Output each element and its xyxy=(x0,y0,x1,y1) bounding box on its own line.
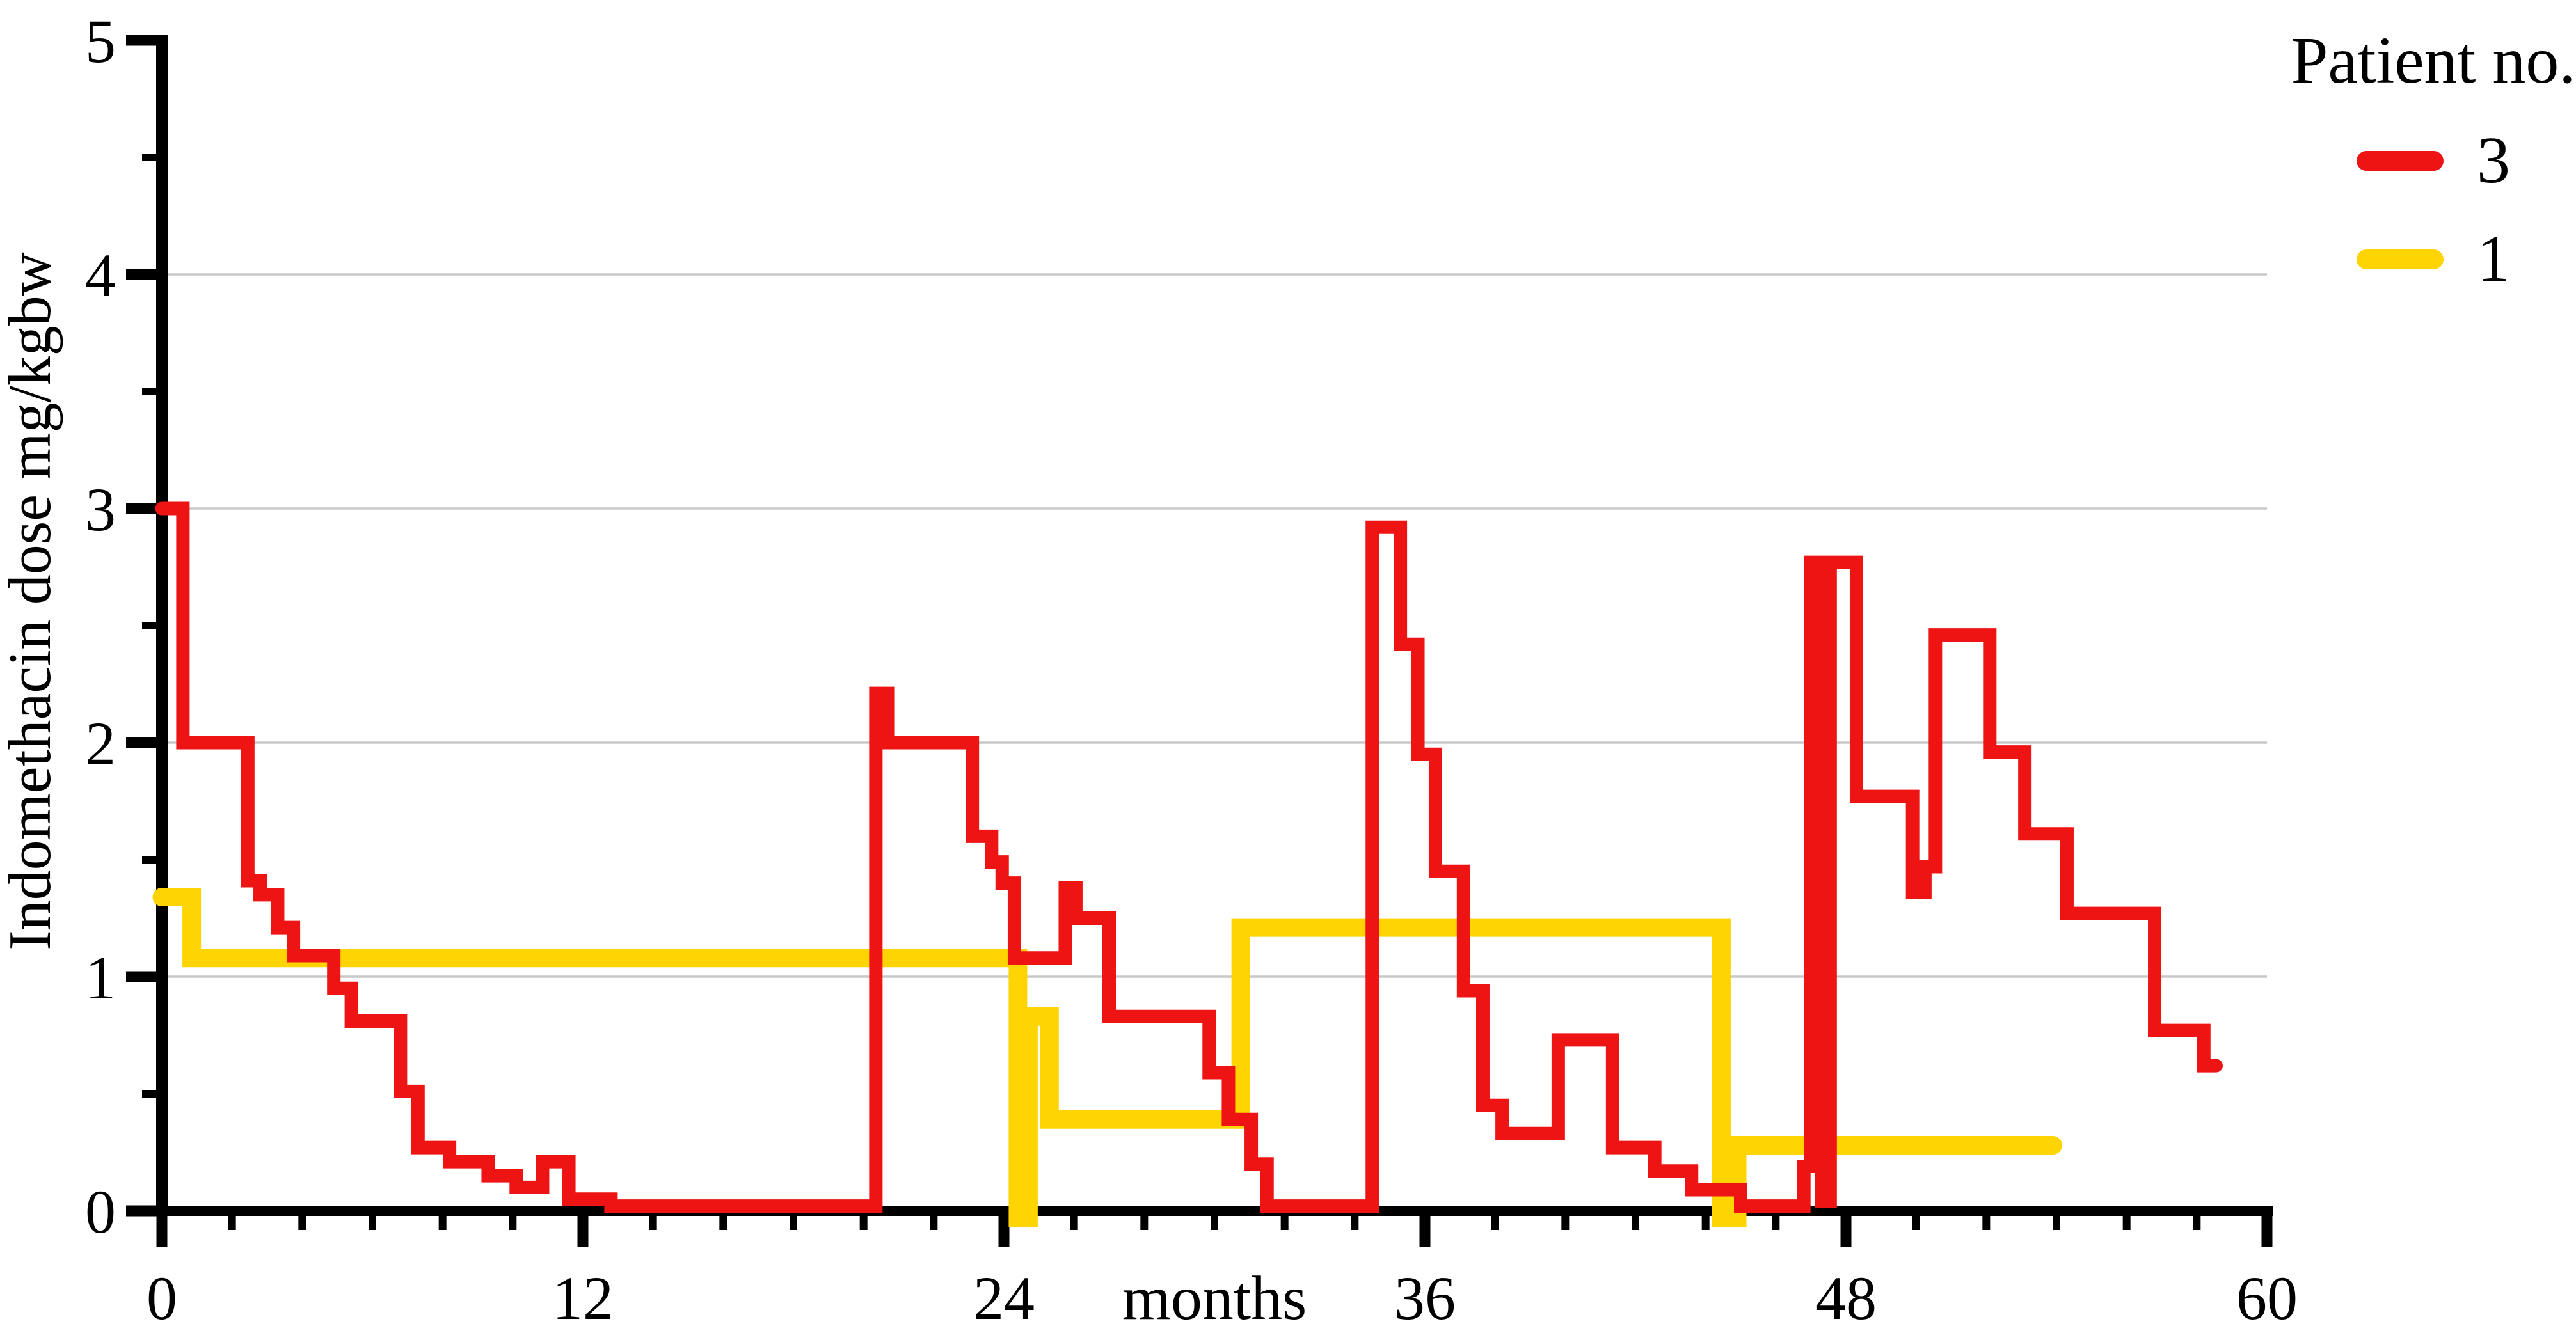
y-tick-label: 5 xyxy=(85,7,116,75)
legend-swatch-patient-1 xyxy=(2357,150,2444,171)
y-tick-label: 1 xyxy=(85,943,116,1012)
y-tick-label: 2 xyxy=(85,709,116,778)
x-tick-label: 12 xyxy=(552,1264,614,1332)
series-patient-3 xyxy=(152,888,2063,1227)
y-tick-label: 4 xyxy=(85,241,116,310)
legend-label-patient-3: 1 xyxy=(2477,222,2510,296)
legend-swatch-patient-3 xyxy=(2357,249,2444,269)
x-tick-label: 36 xyxy=(1394,1264,1456,1332)
y-tick-label: 3 xyxy=(85,475,116,544)
legend-item-patient-1: 3 xyxy=(2291,125,2576,196)
y-tick-label: 0 xyxy=(85,1178,116,1246)
x-tick-label: 60 xyxy=(2236,1264,2298,1332)
series-patient-1 xyxy=(155,501,2223,1213)
x-axis-title: months xyxy=(1122,1264,1307,1333)
legend-label-patient-1: 3 xyxy=(2477,123,2510,198)
y-axis-title: Indomethacin dose mg/kgbw xyxy=(0,252,63,950)
x-tick-label: 0 xyxy=(147,1264,177,1332)
x-tick-label: 48 xyxy=(1815,1264,1877,1332)
legend: Patient no. 3 1 xyxy=(2291,24,2576,294)
legend-title: Patient no. xyxy=(2291,24,2576,97)
x-tick-label: 24 xyxy=(973,1264,1035,1332)
legend-item-patient-3: 1 xyxy=(2291,224,2576,294)
